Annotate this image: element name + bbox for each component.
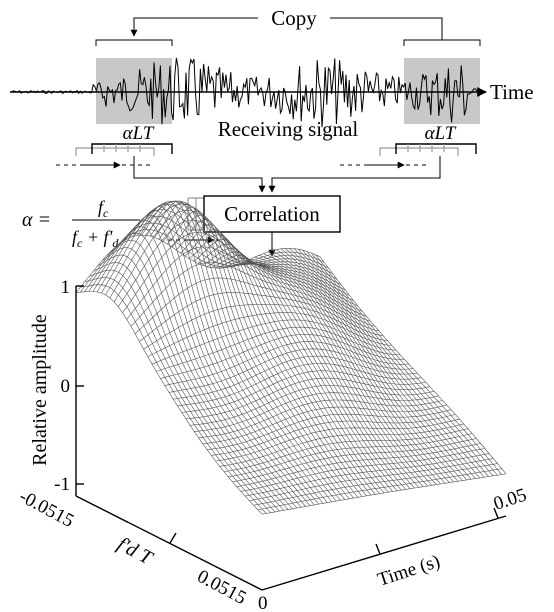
mesh-line-time [267,251,454,483]
mesh-line-time [167,210,354,499]
alpha-formula: α = fc fc + f'd [22,197,140,250]
mesh-line-time [171,214,359,498]
mesh-line-time [315,254,502,475]
receiving-signal-waveform [9,57,481,128]
mesh-line-time [232,263,420,488]
mesh-line-time [88,269,276,513]
mesh-line-time [145,200,332,502]
window-left-indicator: αLT [56,123,173,169]
mesh-line-time [215,257,402,491]
time-axis-label: Time [490,80,534,104]
mesh-line-time [319,256,507,474]
svg-text:fc: fc [98,197,109,220]
mesh-line-doppler [147,312,392,358]
mesh-line-doppler [253,463,498,506]
correlation-block: Correlation [168,195,341,257]
mesh-line-doppler [232,438,477,483]
mesh-line-time [75,291,263,515]
z-tick-0: 0 [61,376,71,397]
mesh-line-time [189,234,376,495]
mesh-line-time [123,214,311,506]
signal-diagram: Time Receiving signal Copy αLT αL [9,6,534,257]
mesh-line-time [237,263,424,487]
time-axis-3d [261,515,507,591]
mesh-line-time [280,248,468,481]
mesh-line-time [206,251,393,492]
mesh-line-time [311,252,498,476]
mesh-line-doppler [257,468,502,511]
mesh-line-time [241,262,428,487]
mesh-line-time [162,206,350,499]
mesh-line-time [297,248,485,478]
mesh-line-time [202,247,389,493]
surface-mesh [75,200,507,515]
window-left-shade [96,58,172,124]
mesh-line-time [128,210,315,506]
svg-text:α =: α = [22,209,51,231]
mesh-line-time [210,255,398,492]
mesh-line-time [289,248,476,479]
mesh-line-time [175,219,363,497]
time-axis-3d-label: Time (s) [375,551,443,591]
mesh-line-time [84,277,271,513]
mesh-line-time [184,229,372,496]
receiving-signal-label: Receiving signal [218,117,359,141]
mesh-line-time [180,224,367,496]
time-tick-zero: 0 [258,593,268,612]
mesh-line-time [119,220,306,507]
correlation-surface-plot: 1 0 -1 Relative amplitude -0.0515 0.0515… [16,200,529,612]
z-axis-label: Relative amplitude [29,314,51,466]
mesh-line-time [276,249,463,481]
mesh-line-time [302,249,489,477]
mesh-line-time [271,250,459,482]
mesh-line-time [224,261,411,489]
svg-text:αLT: αLT [425,123,457,144]
doppler-axis [75,495,263,591]
mesh-line-time [293,248,481,479]
mesh-line-time [106,239,293,509]
mesh-line-time [306,251,494,476]
mesh-line-time [250,258,437,485]
doppler-axis-label: f'd T [114,533,158,570]
mesh-line-time [263,253,450,483]
z-tick-1: 1 [61,277,71,298]
z-tick-neg1: -1 [54,474,70,495]
copy-bracket: Copy [95,6,481,46]
mesh-line-time [149,200,337,502]
mesh-line-time [136,203,324,504]
copy-label: Copy [271,6,317,30]
mesh-line-time [80,284,267,514]
mesh-line-time [245,260,433,486]
mesh-line-time [154,201,341,501]
mesh-line-time [197,243,385,494]
mesh-line-time [101,247,289,510]
doppler-tick-end: 0.0515 [194,566,250,609]
mesh-line-time [258,255,446,484]
mesh-line-time [93,262,280,512]
mesh-line-time [110,232,298,509]
mesh-line-time [97,254,285,511]
svg-text:fc + f'd: fc + f'd [72,227,119,250]
correlation-label: Correlation [224,202,320,226]
mesh-line-time [158,203,346,500]
window-right-indicator: αLT [340,123,477,169]
mesh-line-time [254,256,441,485]
mesh-line-time [284,248,472,480]
mesh-line-time [193,239,380,494]
mesh-line-time [141,201,328,503]
mesh-line-time [219,260,407,490]
svg-text:αLT: αLT [123,123,155,144]
window-right-shade [404,58,480,124]
time-tick-end: 0.05 [491,485,529,515]
